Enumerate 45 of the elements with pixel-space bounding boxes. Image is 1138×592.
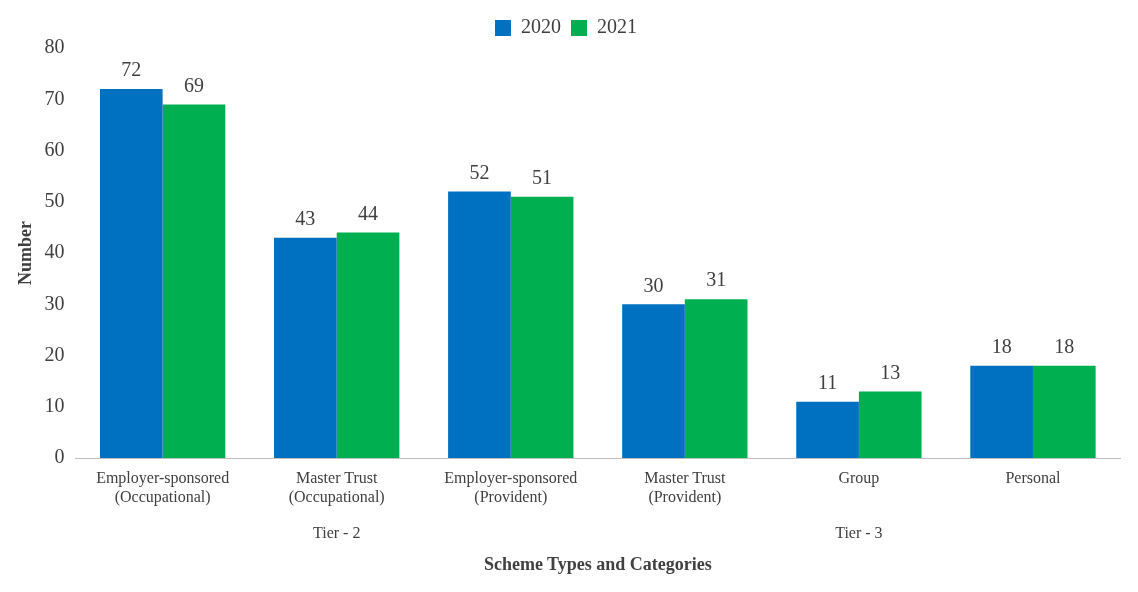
data-label: 44: [358, 201, 379, 224]
data-label: 11: [817, 370, 838, 393]
data-label: 43: [295, 206, 316, 229]
y-axis-title: Number: [15, 221, 36, 285]
text: Tier - 2: [312, 524, 361, 542]
data-label: 18: [991, 335, 1012, 357]
y-tick-label: 20: [44, 342, 65, 365]
data-label: 52: [469, 160, 490, 183]
x-tick-label: Group: [838, 468, 880, 487]
bar: [510, 196, 574, 458]
x-tick-label: Personal: [1005, 468, 1062, 486]
bar: [684, 299, 748, 458]
bar: [336, 232, 400, 458]
data-label: 30: [643, 273, 664, 296]
data-label: 31: [706, 268, 727, 291]
data-label: 13: [880, 360, 901, 383]
x-tick-label: Master Trust (Provident): [644, 468, 727, 506]
y-tick-label: 80: [44, 35, 65, 58]
bar: [858, 391, 922, 458]
text: Tier - 3: [835, 524, 883, 542]
data-label: 69: [183, 73, 204, 96]
y-tick-label: 60: [44, 137, 65, 160]
legend-label: 2020: [521, 15, 561, 38]
y-tick-label: 50: [44, 189, 65, 211]
bar: [99, 89, 163, 458]
y-tick-label: 0: [54, 445, 65, 468]
bar: [796, 401, 859, 458]
x-tick-label: Master Trust (Occupational): [288, 468, 385, 506]
data-label: 72: [121, 58, 142, 81]
y-tick-label: 30: [44, 291, 65, 314]
bar: [162, 104, 226, 458]
legend-label: 2021: [597, 15, 637, 38]
bar: [448, 191, 511, 458]
y-tick-label: 70: [44, 86, 65, 109]
bar: [622, 304, 685, 458]
y-tick-label: 40: [44, 240, 65, 263]
data-label: 51: [532, 165, 553, 188]
bar: [1032, 365, 1096, 458]
data-label: 18: [1054, 335, 1075, 357]
bar: [970, 365, 1033, 458]
bar: [274, 237, 337, 458]
x-axis-title: Scheme Types and Categories: [483, 553, 712, 574]
x-tick-label: Employer-sponsored (Occupational): [96, 468, 230, 506]
y-tick-label: 10: [44, 394, 65, 416]
x-tick-label: Employer-sponsored (Provident): [444, 468, 578, 506]
